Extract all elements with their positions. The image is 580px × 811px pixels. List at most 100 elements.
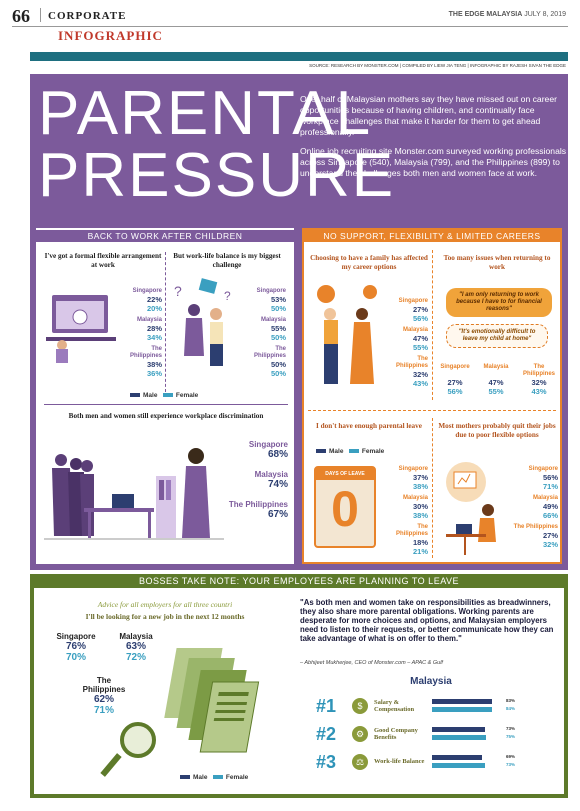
rank-bars: 69% 73% [432, 751, 528, 773]
returning-issues-question: Too many issues when returning to work [443, 254, 551, 271]
ranking-row: #1 $ Salary & Compensation 83% 84% [316, 692, 566, 720]
section-label: CORPORATE [48, 10, 127, 22]
female-value: 34% [146, 333, 162, 342]
male-value: 49% [542, 502, 558, 511]
female-value: 21% [412, 547, 428, 556]
panel-divider [308, 410, 556, 412]
panel-divider [432, 250, 434, 400]
male-value: 47% [488, 378, 504, 387]
days-value: 0 [331, 481, 359, 537]
mother-laptop-illustration [446, 462, 496, 555]
panel-divider [432, 418, 434, 558]
female-value: 71% [542, 482, 558, 491]
malaysia-stat: Malaysia 63% 72% [112, 632, 160, 663]
discrimination-question: Both men and women still experience work… [68, 412, 264, 420]
male-value: 32% [412, 370, 428, 379]
male-value: 27% [447, 378, 463, 387]
title-line-1: PARENTAL [38, 79, 373, 148]
rank-number: #1 [316, 695, 337, 716]
female-pct: 73% [506, 762, 516, 767]
male-pct: 73% [506, 726, 516, 731]
work-life-stats: Singapore 53% 50% Malaysia 55% 50% The P… [244, 288, 286, 378]
balance-icon: ⚖ [352, 754, 368, 770]
rank-label: Good Company Benefits [374, 726, 418, 742]
male-bar [432, 727, 485, 732]
svg-text:?: ? [174, 283, 182, 299]
value: 74% [267, 479, 288, 490]
female-value: 43% [412, 379, 428, 388]
back-to-work-heading: BACK TO WORK AFTER CHILDREN [36, 230, 294, 242]
female-pct: 75% [506, 734, 516, 739]
couple-illustration: ? ? [174, 278, 231, 366]
discrimination-stats: Singapore 68% Malaysia 74% The Philippin… [222, 440, 288, 520]
male-value: 50% [270, 360, 286, 369]
male-value: 76% [65, 641, 86, 652]
female-swatch [348, 449, 359, 454]
female-bar [432, 707, 493, 712]
female-bar [432, 763, 485, 768]
money-icon: $ [352, 698, 368, 714]
male-swatch [130, 393, 140, 398]
female-value: 55% [412, 343, 428, 352]
country-label: Singapore [248, 440, 288, 449]
intro-text: Over half of Malaysian mothers say they … [300, 94, 568, 187]
country-label: Singapore [440, 364, 470, 370]
male-value: 27% [542, 531, 558, 540]
leave-calendar: DAYS OF LEAVE 0 [314, 466, 376, 548]
country-label: The Philippines [82, 676, 126, 694]
legend-female-label: Female [175, 392, 199, 399]
male-value: 27% [412, 305, 428, 314]
mothers-quit-question: Most mothers probably quit their jobs du… [438, 422, 556, 439]
male-bar [432, 699, 492, 704]
country-label: The Philippines [395, 524, 428, 537]
legend: Male Female [130, 392, 198, 399]
country-label: The Philippines [395, 356, 428, 369]
no-support-heading: NO SUPPORT, FLEXIBILITY & LIMITED CAREER… [302, 230, 562, 242]
new-job-question: I'll be looking for a new job in the nex… [85, 612, 245, 621]
female-value: 71% [93, 705, 114, 716]
gear-icon: ⚙ [352, 726, 368, 742]
male-pct: 83% [506, 698, 516, 703]
female-value: 43% [531, 387, 547, 396]
category-label: INFOGRAPHIC [58, 28, 163, 43]
male-swatch [180, 775, 190, 780]
country-label: The Philippines [513, 524, 558, 530]
female-value: 50% [270, 369, 286, 378]
quote-source: – Abhijeet Mukherjee, CEO of Monster.com… [300, 660, 443, 666]
credits-line: SOURCE: RESEARCH BY MONSTER.COM | COMPIL… [309, 63, 566, 68]
legend: Male Female [180, 774, 248, 781]
female-swatch [162, 393, 173, 398]
female-swatch [212, 775, 223, 780]
country-label: Singapore [398, 466, 428, 472]
singapore-stat: Singapore 76% 70% [52, 632, 100, 663]
country-label: Malaysia [260, 317, 286, 323]
rank-label: Salary & Compensation [374, 698, 415, 714]
female-value: 56% [447, 387, 463, 396]
female-value: 72% [125, 652, 146, 663]
country-label: The Philippines [129, 346, 162, 359]
svg-text:?: ? [224, 289, 231, 303]
flexible-arrangement-question: I've got a formal flexible arrangement a… [44, 252, 162, 269]
quote-bubble-financial: "I am only returning to work because I h… [446, 288, 552, 317]
masthead-date: THE EDGE MALAYSIA JULY 8, 2019 [449, 11, 566, 18]
female-value: 66% [542, 511, 558, 520]
country-label: Malaysia [483, 364, 509, 370]
male-value: 53% [270, 295, 286, 304]
office-illustration [44, 448, 224, 540]
value: 67% [267, 509, 288, 520]
male-value: 32% [531, 378, 547, 387]
country-label: Singapore [256, 288, 286, 294]
ceo-quote: "As both men and women take on responsib… [300, 598, 554, 643]
rank-number: #3 [316, 751, 337, 772]
country-label: Malaysia [532, 495, 558, 501]
career-options-stats: Singapore 27% 56% Malaysia 47% 55% The P… [384, 298, 428, 388]
panel-divider [165, 252, 167, 392]
country-label: The Philippines [228, 500, 288, 509]
male-value: 56% [542, 473, 558, 482]
male-value: 63% [125, 641, 146, 652]
female-value: 55% [488, 387, 504, 396]
male-value: 55% [270, 324, 286, 333]
country-label: Malaysia [254, 470, 288, 479]
legend: Male Female [316, 448, 384, 455]
male-swatch [316, 449, 326, 454]
